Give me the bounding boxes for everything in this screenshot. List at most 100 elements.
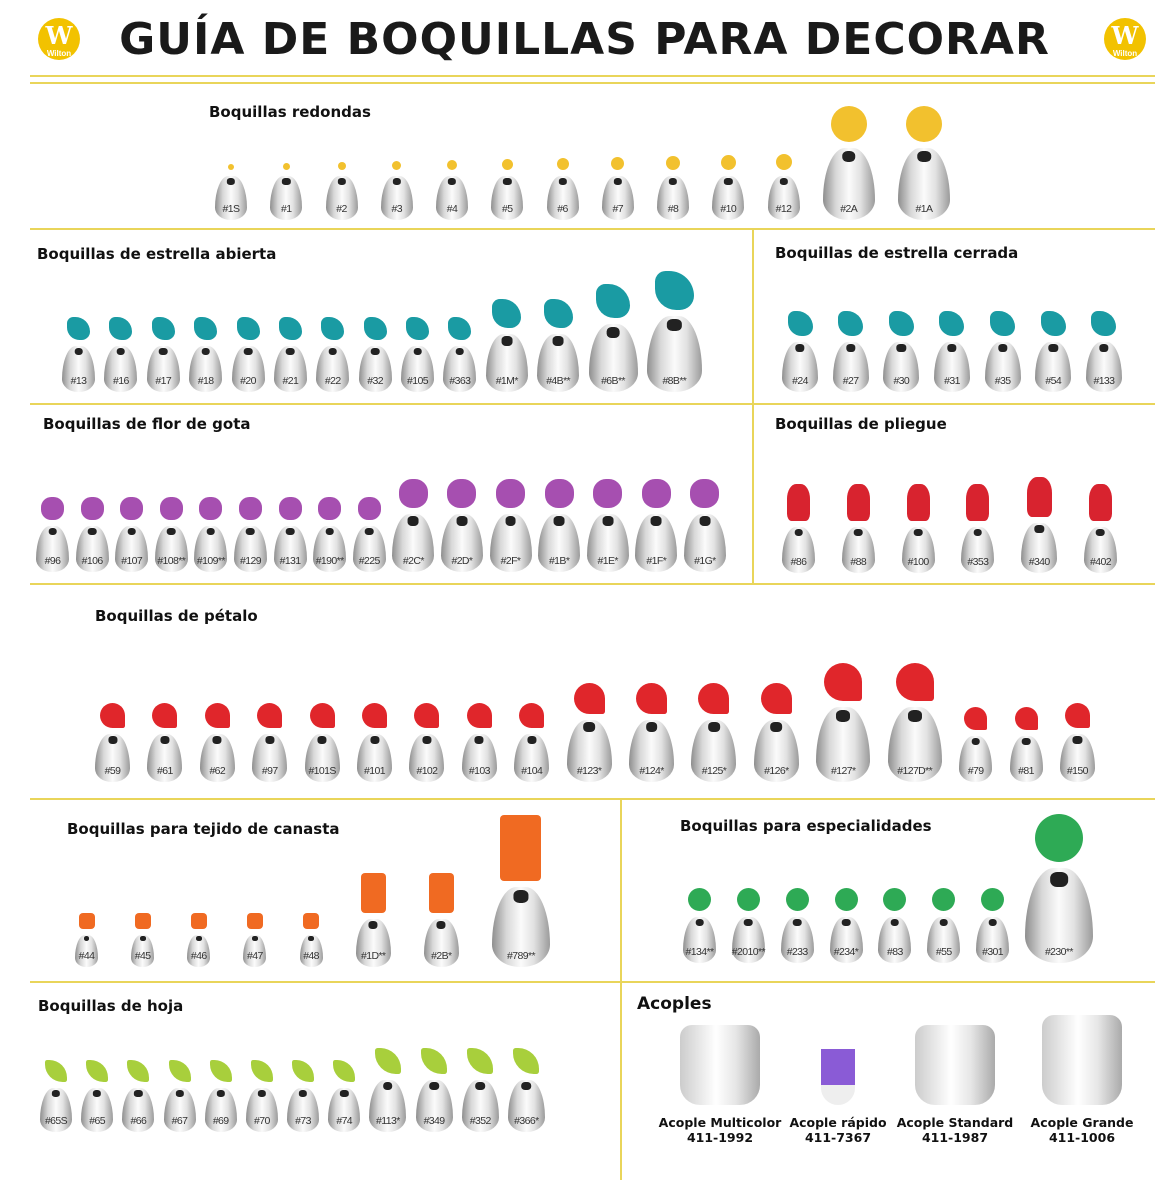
- icing-sample: [414, 703, 440, 728]
- tip-item: #2A: [822, 106, 875, 220]
- tip-number: #127D**: [897, 765, 933, 777]
- piping-tip-icon: #1E*: [586, 514, 629, 572]
- tip-number: #66: [130, 1115, 147, 1127]
- tip-item: #31: [933, 311, 970, 392]
- tip-row-redondas: #1S #1 #2 #3 #4 #5 #6 #7 #8 #10 #12 #2A #1A: [215, 106, 950, 220]
- tip-item: #44: [75, 913, 98, 967]
- icing-sample: [374, 1048, 401, 1074]
- icing-sample: [360, 873, 386, 913]
- tip-item: #74: [328, 1060, 361, 1132]
- tip-item: #1S: [215, 164, 247, 220]
- tip-number: #45: [134, 950, 151, 962]
- tip-item: #45: [131, 913, 155, 967]
- piping-tip-icon: #18: [189, 346, 223, 392]
- icing-sample: [1040, 311, 1066, 336]
- tip-item: #67: [163, 1060, 196, 1132]
- icing-sample: [611, 157, 625, 170]
- tip-number: #73: [295, 1115, 311, 1127]
- tip-item: #69: [204, 1060, 237, 1132]
- divider: [620, 800, 622, 1180]
- piping-tip-icon: #113*: [369, 1080, 407, 1132]
- tip-item: #35: [984, 311, 1021, 392]
- tip-item: #12: [767, 154, 800, 220]
- tip-item: #1: [270, 163, 303, 220]
- piping-tip-icon: #13: [62, 346, 95, 392]
- coupler-item: Acople Standard 411-1987: [890, 1025, 1020, 1145]
- piping-tip-icon: #129: [233, 526, 267, 572]
- tip-number: #125*: [701, 765, 727, 777]
- tip-item: #2D*: [440, 479, 483, 572]
- piping-tip-icon: #104: [514, 734, 550, 782]
- tip-item: #127D**: [887, 663, 942, 782]
- icing-sample: [736, 888, 760, 911]
- piping-tip-icon: #1S: [215, 176, 247, 220]
- piping-tip-icon: #65: [81, 1088, 114, 1132]
- icing-sample: [513, 1048, 540, 1074]
- divider: [30, 583, 1155, 585]
- icing-sample: [228, 164, 234, 170]
- icing-sample: [1064, 703, 1090, 728]
- section-title-flor-de-gota: Boquillas de flor de gota: [43, 415, 251, 433]
- tip-item: #106: [75, 497, 109, 572]
- piping-tip-icon: #74: [328, 1088, 361, 1132]
- tip-item: #230**: [1024, 814, 1093, 963]
- icing-sample: [641, 479, 671, 508]
- icing-sample: [573, 683, 605, 714]
- tip-row-pliegue: #86 #88 #100 #353 #340 #402: [782, 435, 1117, 573]
- icing-sample: [654, 271, 694, 310]
- piping-tip-icon: #79: [959, 736, 993, 782]
- coupler-name: Acople rápido: [789, 1115, 887, 1130]
- piping-tip-icon: #97: [252, 734, 288, 782]
- piping-tip-icon: #1B*: [538, 514, 581, 572]
- piping-tip-icon: #70: [245, 1088, 278, 1132]
- tip-item: #81: [1009, 707, 1043, 782]
- icing-sample: [292, 1060, 315, 1082]
- tip-number: #129: [239, 555, 262, 567]
- logo-right: W Wilton: [1104, 18, 1146, 60]
- icing-sample: [428, 873, 454, 913]
- piping-tip-icon: #230**: [1024, 868, 1093, 963]
- divider: [30, 228, 1155, 230]
- tip-number: #1F*: [646, 555, 667, 567]
- tip-number: #301: [982, 946, 1004, 958]
- tip-number: #96: [44, 555, 61, 567]
- icing-sample: [787, 311, 813, 336]
- piping-tip-icon: #73: [287, 1088, 320, 1132]
- tip-number: #789**: [507, 950, 536, 962]
- icing-sample: [151, 317, 175, 340]
- tip-item: #73: [287, 1060, 320, 1132]
- section-title-estrella-cerrada: Boquillas de estrella cerrada: [775, 244, 1019, 262]
- coupler-code: 411-1006: [1048, 1130, 1116, 1145]
- tip-number: #10: [720, 203, 737, 215]
- tip-number: #74: [336, 1115, 353, 1127]
- piping-tip-icon: #21: [273, 346, 307, 392]
- tip-item: #65: [81, 1060, 114, 1132]
- coupler-code: 411-7367: [804, 1130, 872, 1145]
- icing-sample: [1014, 707, 1038, 730]
- tip-number: #402: [1090, 556, 1112, 568]
- tip-number: #65: [89, 1115, 106, 1127]
- piping-tip-icon: #2A: [822, 148, 875, 220]
- icing-sample: [257, 703, 283, 728]
- tip-item: #2C*: [392, 479, 435, 572]
- tip-number: #48: [303, 950, 319, 962]
- tip-number: #2: [336, 203, 347, 215]
- piping-tip-icon: #24: [782, 342, 818, 392]
- icing-sample: [760, 683, 792, 714]
- tip-item: #7: [601, 157, 634, 220]
- icing-sample: [932, 888, 956, 911]
- piping-tip-icon: #83: [878, 917, 912, 963]
- logo-left: W Wilton: [38, 18, 80, 60]
- icing-sample: [363, 317, 387, 340]
- icing-sample: [278, 317, 302, 340]
- piping-tip-icon: #2: [325, 176, 358, 220]
- tip-item: #59: [95, 703, 130, 782]
- tip-item: #103: [461, 703, 497, 782]
- tip-item: #79: [959, 707, 993, 782]
- icing-sample: [246, 913, 263, 929]
- coupler-icon: [680, 1025, 760, 1105]
- icing-sample: [168, 1060, 191, 1082]
- icing-sample: [964, 707, 988, 730]
- tip-item: #2B*: [423, 873, 459, 967]
- piping-tip-icon: #22: [316, 346, 350, 392]
